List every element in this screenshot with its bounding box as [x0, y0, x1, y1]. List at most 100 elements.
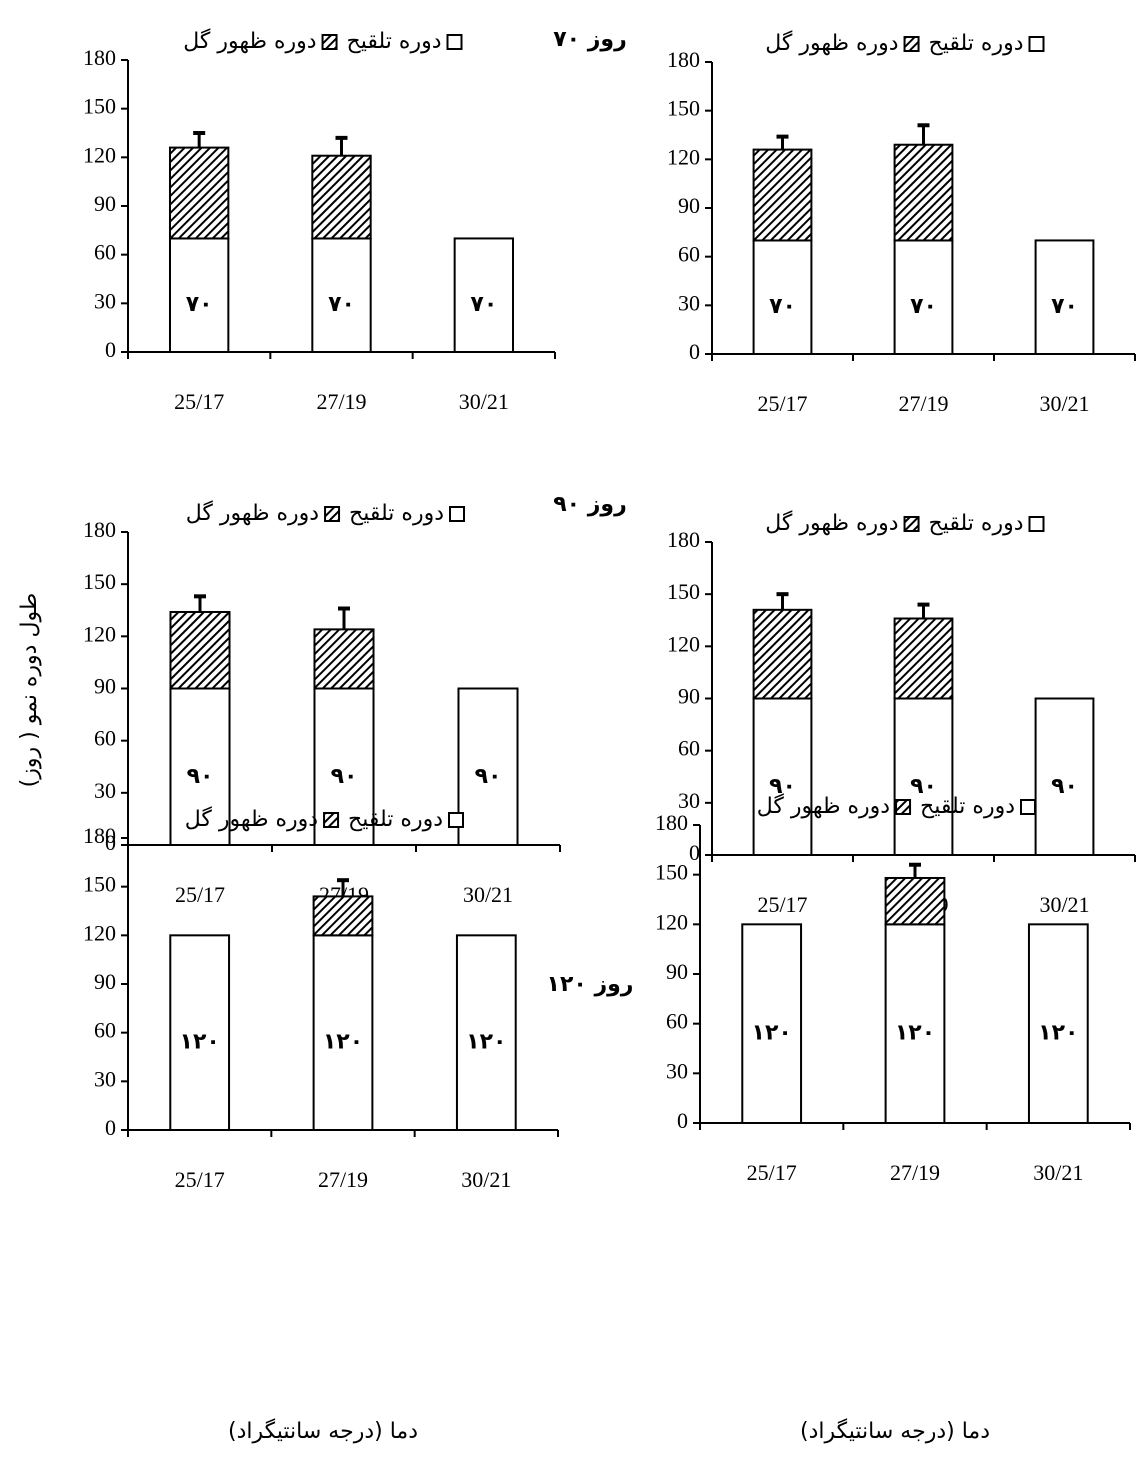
- y-tick-label: 30: [666, 1058, 688, 1083]
- bar-segment: [312, 934, 374, 1131]
- y-tick-label: 0: [105, 830, 116, 855]
- value-label: ۷۰: [470, 292, 497, 317]
- value-label: ۱۲۰: [466, 1030, 506, 1055]
- y-tick-label: 90: [678, 684, 700, 709]
- y-tick-label: 180: [667, 47, 700, 72]
- y-tick-label: 90: [94, 674, 116, 699]
- x-tick-label: 30/21: [1039, 391, 1089, 416]
- value-label: ۷۰: [186, 292, 213, 317]
- x-axis-label: دما (درجه سانتیگراد): [228, 1418, 418, 1444]
- y-tick-label: 120: [83, 142, 116, 167]
- legend-label: دوره تلقیح: [348, 807, 443, 832]
- bar-segment: [455, 934, 517, 1131]
- value-label: ۱۲۰: [752, 1021, 792, 1046]
- y-tick-label: 150: [655, 860, 688, 885]
- legend-label: دوره ظهور گل: [185, 806, 318, 832]
- y-tick-label: 150: [83, 569, 116, 594]
- x-tick-label: 27/19: [316, 389, 366, 414]
- bar-segment: [313, 628, 375, 690]
- legend-swatch: [1028, 516, 1045, 532]
- bar-segment: [312, 895, 374, 937]
- y-tick-label: 90: [94, 969, 116, 994]
- x-tick-label: 25/17: [757, 892, 807, 917]
- legend-swatch: [903, 516, 920, 532]
- y-tick-label: 0: [105, 1115, 116, 1140]
- bar-segment: [884, 923, 946, 1124]
- value-label: ۹۰: [910, 774, 937, 799]
- x-tick-label: 27/19: [318, 1167, 368, 1192]
- value-label: ۹۰: [769, 774, 796, 799]
- bar-segment: [169, 610, 231, 690]
- y-tick-label: 180: [655, 810, 688, 835]
- value-label: ۱۲۰: [323, 1030, 363, 1055]
- legend-swatch: [1028, 36, 1045, 52]
- y-tick-label: 90: [678, 193, 700, 218]
- legend-label: دوره ظهور گل: [765, 30, 898, 56]
- row-title: ۱۲۰ روز: [547, 972, 634, 997]
- y-tick-label: 180: [667, 527, 700, 552]
- y-tick-label: 180: [83, 823, 116, 848]
- bar-segment: [453, 237, 515, 353]
- y-tick-label: 0: [689, 840, 700, 865]
- value-label: ۹۰: [187, 764, 214, 789]
- x-tick-label: 30/21: [461, 1167, 511, 1192]
- legend-swatch: [449, 506, 465, 522]
- y-tick-label: 0: [677, 1108, 688, 1133]
- legend-label: دوره تلقیح: [349, 501, 444, 526]
- value-label: ۱۲۰: [1038, 1021, 1078, 1046]
- y-tick-label: 120: [83, 920, 116, 945]
- y-tick-label: 90: [666, 959, 688, 984]
- bar-segment: [884, 876, 946, 926]
- bar-segment: [741, 923, 803, 1124]
- y-tick-label: 0: [689, 339, 700, 364]
- bar-segment: [1034, 697, 1095, 856]
- y-tick-label: 180: [83, 45, 116, 70]
- y-tick-label: 90: [94, 191, 116, 216]
- bar-segment: [893, 239, 954, 355]
- y-tick-label: 60: [94, 726, 116, 751]
- value-label: ۷۰: [1051, 294, 1078, 319]
- bar-segment: [168, 146, 230, 240]
- bar-segment: [169, 687, 231, 846]
- value-label: ۷۰: [769, 294, 796, 319]
- legend-label: دوره ظهور گل: [183, 28, 316, 54]
- bar-segment: [169, 934, 231, 1131]
- y-tick-label: 120: [83, 621, 116, 646]
- y-tick-label: 0: [105, 337, 116, 362]
- y-tick-label: 30: [94, 288, 116, 313]
- y-tick-label: 150: [667, 96, 700, 121]
- y-tick-label: 60: [678, 242, 700, 267]
- value-label: ۱۲۰: [180, 1030, 220, 1055]
- legend-label: دوره تلقیح: [929, 31, 1024, 56]
- legend-label: دوره ظهور گل: [757, 793, 890, 819]
- bar-segment: [893, 617, 954, 700]
- y-tick-label: 120: [667, 631, 700, 656]
- legend-swatch: [446, 34, 463, 50]
- value-label: ۹۰: [331, 764, 358, 789]
- row-title: ۹۰ روز: [553, 492, 627, 517]
- y-tick-label: 60: [94, 240, 116, 265]
- y-tick-label: 120: [655, 909, 688, 934]
- x-tick-label: 25/17: [175, 882, 225, 907]
- legend-label: دوره ظهور گل: [186, 500, 319, 526]
- x-tick-label: 25/17: [175, 1167, 225, 1192]
- legend-label: دوره تلقیح: [929, 511, 1024, 536]
- value-label: ۹۰: [475, 764, 502, 789]
- legend-swatch: [321, 34, 338, 50]
- bar-segment: [752, 608, 813, 700]
- bar-segment: [893, 143, 954, 242]
- y-tick-label: 150: [83, 872, 116, 897]
- bar-segment: [1034, 239, 1095, 355]
- y-axis-label: طول دوره نمو ( روز): [17, 593, 42, 788]
- bar-segment: [752, 148, 813, 242]
- y-tick-label: 30: [678, 290, 700, 315]
- y-tick-label: 60: [678, 736, 700, 761]
- legend-label: دوره تلقیح: [347, 29, 442, 54]
- x-axis-label: دما (درجه سانتیگراد): [800, 1418, 990, 1444]
- value-label: ۹۰: [1051, 774, 1078, 799]
- x-tick-label: 30/21: [463, 882, 513, 907]
- x-tick-label: 27/19: [898, 391, 948, 416]
- value-label: ۷۰: [328, 292, 355, 317]
- y-tick-label: 60: [666, 1009, 688, 1034]
